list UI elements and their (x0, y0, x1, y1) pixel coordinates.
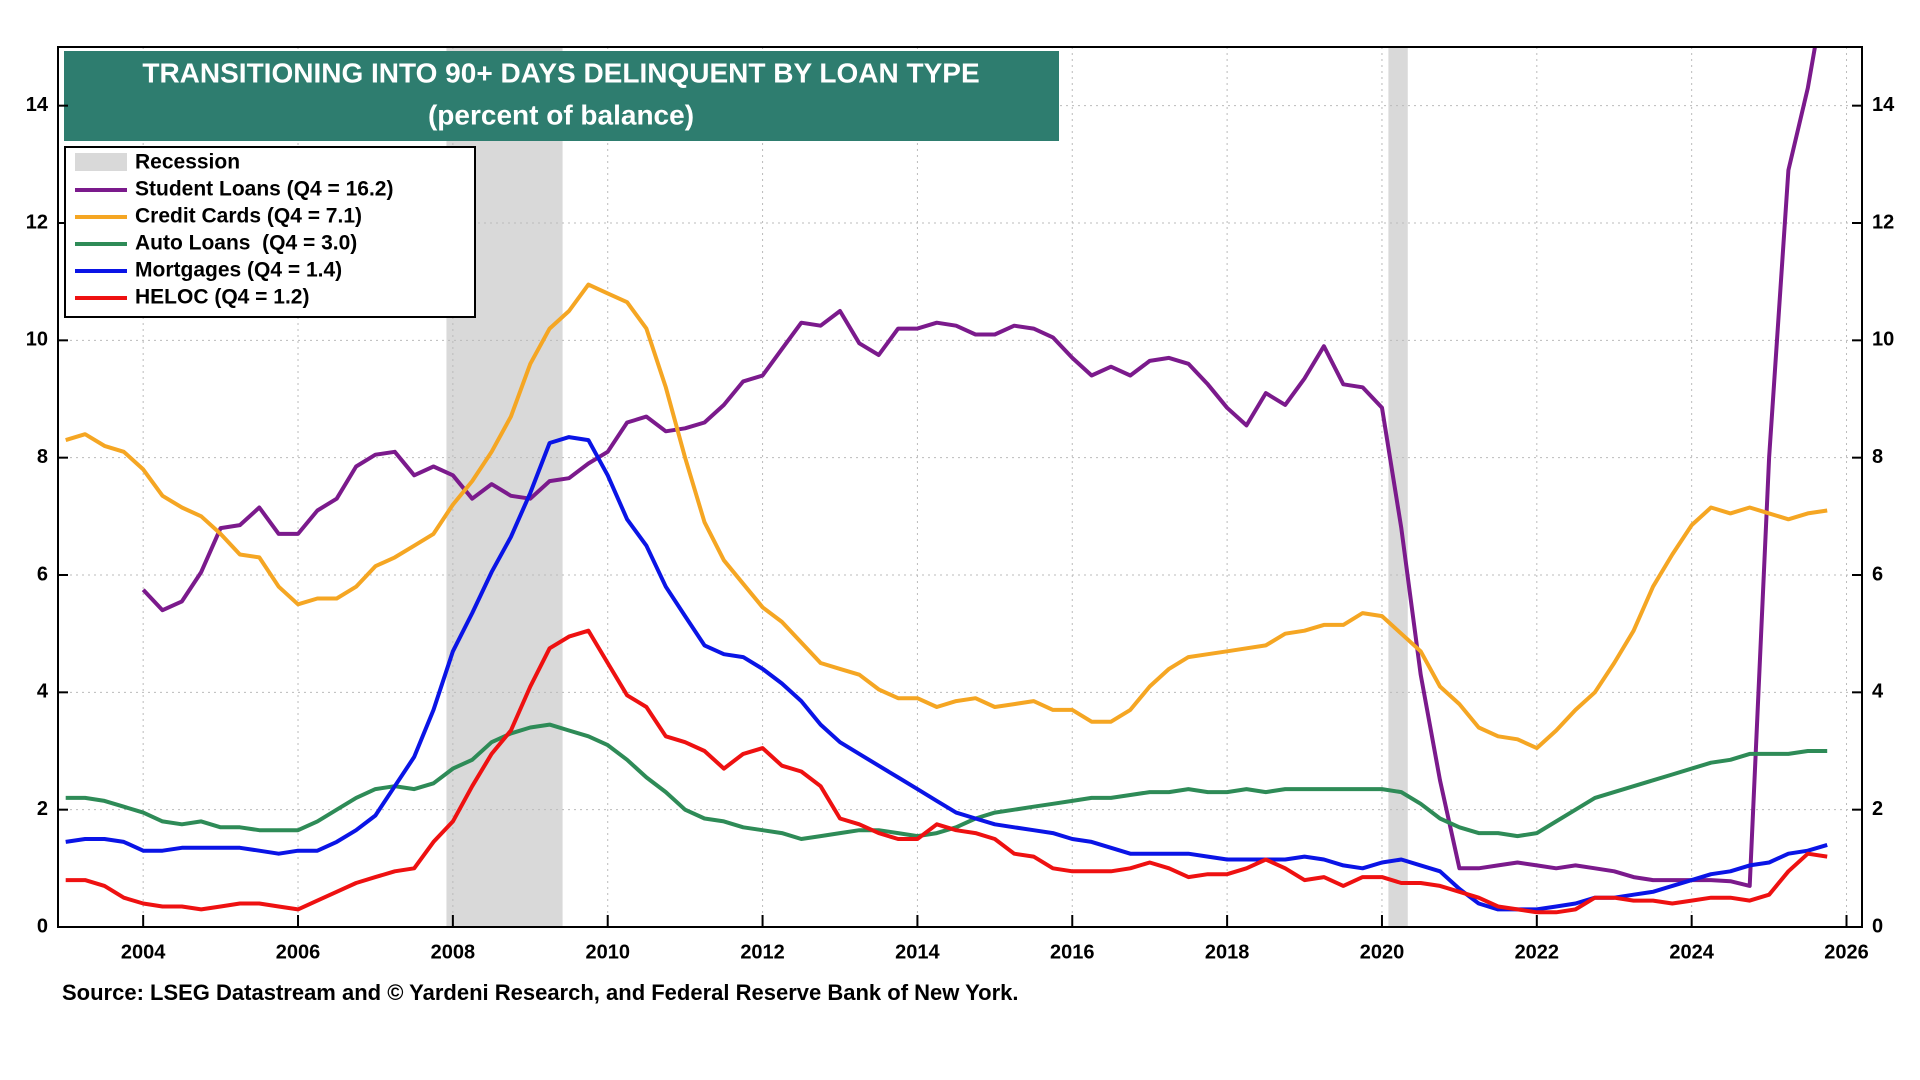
y-tick-label: 12 (26, 211, 48, 233)
series-line (65, 722, 1828, 841)
y-tick-label: 0 (37, 915, 48, 937)
title-box (64, 51, 1059, 141)
series-line (65, 435, 1828, 912)
legend-label: HELOC (Q4 = 1.2) (135, 286, 309, 309)
y-tick-label: 6 (37, 563, 48, 585)
x-tick-label: 2010 (585, 941, 630, 963)
y-tick-label: 8 (37, 446, 48, 468)
source-note: Source: LSEG Datastream and © Yardeni Re… (62, 980, 1018, 1005)
y2-tick-label: 0 (1872, 915, 1883, 937)
chart-title: TRANSITIONING INTO 90+ DAYS DELINQUENT B… (142, 57, 979, 88)
x-tick-label: 2012 (740, 941, 785, 963)
x-tick-label: 2022 (1515, 941, 1560, 963)
y2-tick-label: 8 (1872, 446, 1883, 468)
x-tick-label: 2006 (276, 941, 321, 963)
x-tick-label: 2026 (1824, 941, 1869, 963)
y2-tick-label: 12 (1872, 211, 1894, 233)
y2-tick-label: 2 (1872, 798, 1883, 820)
x-tick-label: 2014 (895, 941, 940, 963)
y-tick-label: 2 (37, 798, 48, 820)
y2-tick-label: 10 (1872, 329, 1894, 351)
legend-label: Credit Cards (Q4 = 7.1) (135, 205, 362, 228)
x-tick-label: 2016 (1050, 941, 1095, 963)
y-tick-label: 10 (26, 329, 48, 351)
legend-box (64, 146, 476, 318)
y2-tick-label: 6 (1872, 563, 1883, 585)
series-line (65, 628, 1828, 915)
x-tick-label: 2004 (121, 941, 166, 963)
series-layer (65, 47, 1828, 915)
y2-tick-label: 14 (1872, 94, 1895, 116)
y2-tick-label: 4 (1872, 681, 1884, 703)
legend-label: Student Loans (Q4 = 16.2) (135, 178, 393, 201)
y-tick-label: 14 (26, 94, 49, 116)
recession-band (1388, 47, 1408, 927)
series-line (141, 47, 1817, 888)
x-tick-label: 2008 (431, 941, 476, 963)
series-line (65, 282, 1828, 751)
legend-label: Auto Loans (Q4 = 3.0) (135, 232, 357, 255)
legend-label: Recession (135, 151, 240, 174)
chart-subtitle: (percent of balance) (428, 99, 694, 130)
x-tick-label: 2020 (1360, 941, 1405, 963)
legend-label: Mortgages (Q4 = 1.4) (135, 259, 342, 282)
x-tick-label: 2024 (1669, 941, 1714, 963)
x-tick-label: 2018 (1205, 941, 1250, 963)
plot-frame (57, 46, 1863, 928)
y-tick-label: 4 (37, 681, 49, 703)
foreground-layer: TRANSITIONING INTO 90+ DAYS DELINQUENT B… (26, 46, 1895, 1005)
legend-swatch (75, 153, 127, 171)
